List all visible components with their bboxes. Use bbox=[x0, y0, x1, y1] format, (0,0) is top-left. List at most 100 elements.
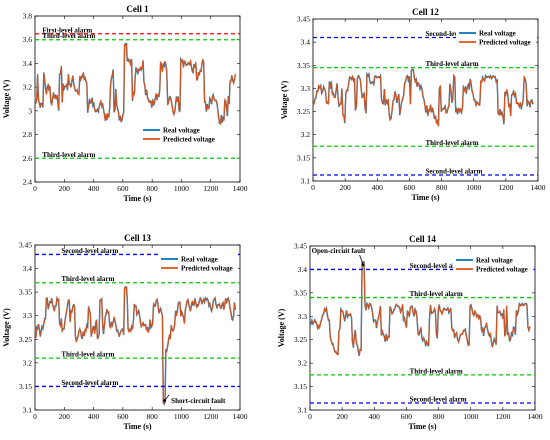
x-tick-label: 0 bbox=[311, 183, 315, 192]
x-tick-label: 1000 bbox=[463, 412, 478, 421]
legend-label-real-voltage: Real voltage bbox=[181, 256, 218, 264]
fault-arrowhead bbox=[163, 399, 166, 402]
alarm-label: Second-level alarm bbox=[61, 379, 118, 387]
x-tick-label: 0 bbox=[33, 412, 37, 421]
series-line-predicted-voltage bbox=[34, 43, 236, 126]
x-tick-label: 600 bbox=[117, 184, 129, 193]
x-tick-label: 800 bbox=[147, 184, 159, 193]
legend-label-real-voltage: Real voltage bbox=[476, 257, 513, 265]
x-tick-label: 1200 bbox=[498, 183, 513, 192]
x-tick-label: 1400 bbox=[531, 183, 546, 192]
fault-annotation: Short-circuit fault bbox=[171, 397, 226, 405]
legend-label-predicted-voltage: Predicted voltage bbox=[479, 39, 531, 47]
y-tick-label: 3.25 bbox=[19, 335, 32, 344]
chart-panel-3: Cell 13 0 200 400 600 800 1000 1200 1400 3.1 3.15 3… bbox=[2, 233, 248, 431]
x-tick-label: 0 bbox=[33, 184, 37, 193]
y-tick-label: 3.1 bbox=[301, 177, 311, 186]
alarm-label: Second-level alarm bbox=[410, 395, 467, 403]
y-tick-label: 3.45 bbox=[294, 242, 307, 251]
chart-title: Cell 14 bbox=[409, 234, 436, 244]
x-tick-label: 400 bbox=[369, 412, 381, 421]
y-tick-label: 2.6 bbox=[23, 154, 33, 163]
x-tick-label: 800 bbox=[436, 183, 448, 192]
x-tick-label: 1200 bbox=[203, 412, 218, 421]
x-tick-label: 0 bbox=[308, 412, 312, 421]
y-tick-label: 3.2 bbox=[301, 130, 311, 139]
y-axis-label: Voltage (V) bbox=[2, 79, 11, 118]
alarm-label: Third-level alarm bbox=[410, 290, 463, 298]
x-tick-label: 200 bbox=[337, 412, 349, 421]
fault-annotation: Open-circuit fault bbox=[312, 247, 366, 255]
legend-label-predicted-voltage: Predicted voltage bbox=[181, 265, 233, 273]
y-tick-label: 3.2 bbox=[23, 358, 33, 367]
y-tick-label: 2.4 bbox=[23, 178, 33, 187]
x-tick-label: 400 bbox=[88, 412, 100, 421]
legend-label-predicted-voltage: Predicted voltage bbox=[476, 266, 528, 274]
alarm-label: Second-level alarm bbox=[426, 30, 483, 38]
y-tick-label: 3.3 bbox=[298, 312, 308, 321]
y-tick-label: 3.45 bbox=[19, 241, 32, 250]
x-tick-label: 1000 bbox=[466, 183, 481, 192]
x-tick-label: 800 bbox=[433, 412, 445, 421]
chart-panel-4: Cell 14 0 200 400 600 800 1000 1200 1400 3.1 3.15 3… bbox=[277, 234, 543, 431]
y-tick-label: 3.2 bbox=[23, 83, 33, 92]
alarm-label: Third-level alarm bbox=[42, 32, 95, 40]
x-tick-label: 1400 bbox=[528, 412, 543, 421]
legend-label-real-voltage: Real voltage bbox=[479, 30, 516, 38]
fault-arrowhead bbox=[361, 263, 365, 267]
alarm-label: Second-level alarm bbox=[426, 167, 483, 175]
y-tick-label: 3.2 bbox=[298, 359, 308, 368]
y-tick-label: 3.8 bbox=[23, 12, 33, 21]
x-tick-label: 600 bbox=[404, 183, 416, 192]
alarm-label: Second-level alarm bbox=[61, 247, 118, 255]
y-tick-label: 3.15 bbox=[294, 382, 307, 391]
y-tick-label: 3.25 bbox=[297, 107, 310, 116]
alarm-label: Second-level alarm bbox=[410, 262, 467, 270]
x-tick-label: 1000 bbox=[174, 184, 189, 193]
series-line-predicted-voltage bbox=[34, 286, 236, 404]
x-tick-label: 1200 bbox=[203, 184, 218, 193]
alarm-label: Third-level alarm bbox=[42, 151, 95, 159]
alarm-label: Third-level alarm bbox=[61, 275, 114, 283]
x-tick-label: 200 bbox=[59, 184, 71, 193]
legend-label-predicted-voltage: Predicted voltage bbox=[163, 136, 215, 144]
fault-arrow bbox=[359, 254, 364, 265]
x-tick-label: 400 bbox=[88, 184, 100, 193]
x-tick-label: 600 bbox=[117, 412, 129, 421]
y-tick-label: 3.15 bbox=[297, 153, 310, 162]
alarm-label: Third-level alarm bbox=[410, 367, 463, 375]
x-tick-label: 1000 bbox=[174, 412, 189, 421]
chart-panel-1: Cell 1 0 200 400 600 800 1000 1200 1400 2.4 2.6 2.8… bbox=[2, 4, 248, 203]
x-tick-label: 1200 bbox=[495, 412, 510, 421]
y-tick-label: 3.4 bbox=[298, 265, 308, 274]
x-tick-label: 600 bbox=[401, 412, 413, 421]
alarm-label: Third-level alarm bbox=[426, 139, 479, 147]
plot-frame bbox=[309, 245, 536, 411]
legend-label-real-voltage: Real voltage bbox=[163, 127, 200, 135]
plot-frame bbox=[312, 18, 539, 182]
chart-title: Cell 1 bbox=[126, 4, 149, 14]
y-tick-label: 3.1 bbox=[298, 406, 308, 415]
x-axis-label: Time (s) bbox=[123, 422, 151, 431]
y-tick-label: 3.45 bbox=[297, 15, 310, 24]
chart-title: Cell 12 bbox=[412, 7, 439, 17]
y-tick-label: 2.8 bbox=[23, 130, 33, 139]
x-axis-label: Time (s) bbox=[123, 194, 151, 203]
alarm-label: Third-level alarm bbox=[426, 60, 479, 68]
y-axis-label: Voltage (V) bbox=[2, 308, 11, 347]
series-line-predicted-voltage bbox=[312, 69, 534, 127]
y-tick-label: 3.6 bbox=[23, 35, 33, 44]
y-tick-label: 3.4 bbox=[301, 38, 311, 47]
y-tick-label: 3 bbox=[28, 106, 32, 115]
y-tick-label: 3.3 bbox=[301, 84, 311, 93]
chart-title: Cell 13 bbox=[124, 233, 151, 243]
x-axis-label: Time (s) bbox=[408, 422, 436, 431]
y-tick-label: 3.1 bbox=[23, 406, 33, 415]
y-axis-label: Voltage (V) bbox=[280, 80, 289, 119]
y-tick-label: 3.4 bbox=[23, 264, 33, 273]
